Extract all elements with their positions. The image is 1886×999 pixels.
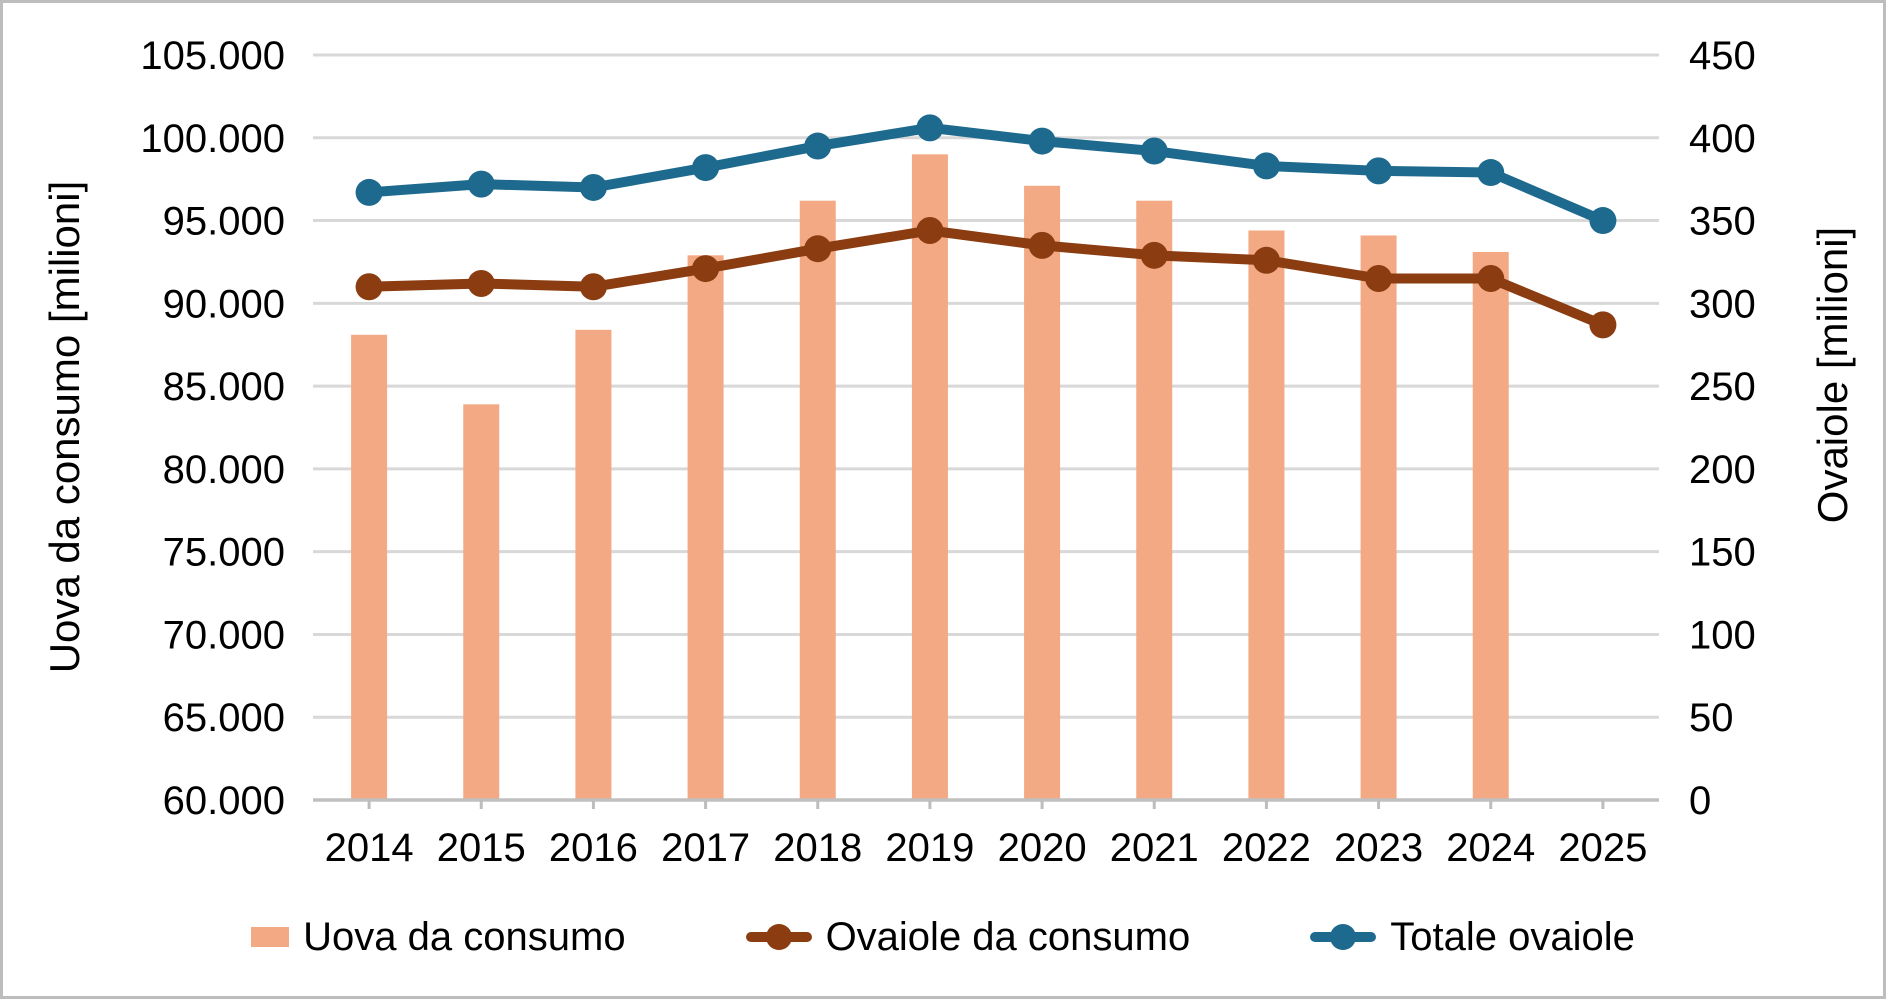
- point-ovaiole-da-consumo-2021: [1140, 241, 1168, 269]
- line-ovaiole-da-consumo: [364, 225, 1608, 330]
- point-totale-ovaiole-2018: [804, 132, 832, 160]
- bar-uova-da-consumo-2016: [575, 329, 612, 800]
- left-axis-tick-label: 70.000: [163, 613, 285, 657]
- right-axis-tick-label: 400: [1689, 117, 1756, 161]
- point-ovaiole-da-consumo-2014: [355, 273, 383, 301]
- x-axis-category-label: 2022: [1222, 826, 1311, 870]
- left-axis-tick-label: 95.000: [163, 200, 285, 244]
- legend-item-totale-ovaiole: Totale ovaiole: [1310, 915, 1635, 960]
- x-axis-category-label: 2024: [1446, 826, 1535, 870]
- point-ovaiole-da-consumo-2016: [579, 273, 607, 301]
- point-ovaiole-da-consumo-2017: [692, 255, 720, 283]
- bar-uova-da-consumo-2022: [1248, 230, 1285, 800]
- left-axis-tick-label: 75.000: [163, 531, 285, 575]
- x-axis-category-label: 2016: [549, 826, 638, 870]
- bar-uova-da-consumo-2017: [687, 255, 724, 801]
- x-axis-category-label: 2014: [325, 826, 414, 870]
- point-totale-ovaiole-2014: [355, 178, 383, 206]
- point-totale-ovaiole-2023: [1365, 157, 1393, 185]
- bar-uova-da-consumo-2018: [799, 200, 836, 800]
- right-axis-tick-label: 300: [1689, 282, 1756, 326]
- egg-chart-canvas: 105.000 450 100.000 400 95.000 350 90.000 300 85…: [41, 34, 1856, 870]
- point-totale-ovaiole-2016: [579, 173, 607, 201]
- point-totale-ovaiole-2021: [1140, 137, 1168, 165]
- chart-legend: Uova da consumo Ovaiole da consumo Total…: [3, 905, 1883, 969]
- x-axis-category-label: 2020: [998, 826, 1087, 870]
- legend-item-uova-da-consumo: Uova da consumo: [251, 914, 626, 960]
- line-dot-marker-icon: [745, 923, 812, 951]
- point-totale-ovaiole-2024: [1477, 159, 1505, 187]
- bar-uova-da-consumo-2014: [351, 334, 388, 800]
- x-axis-category-label: 2025: [1558, 826, 1647, 870]
- left-axis-tick-label: 100.000: [140, 117, 285, 161]
- left-axis-title: Uova da consumo [milioni]: [41, 181, 88, 674]
- x-axis-category-label: 2015: [437, 826, 526, 870]
- point-ovaiole-da-consumo-2024: [1477, 265, 1505, 292]
- point-ovaiole-da-consumo-2020: [1028, 231, 1056, 259]
- right-axis-tick-label: 250: [1689, 365, 1756, 409]
- bar-uova-da-consumo-2019: [911, 154, 948, 801]
- point-ovaiole-da-consumo-2025: [1589, 311, 1617, 339]
- left-axis-tick-label: 65.000: [163, 696, 285, 740]
- bar-uova-da-consumo-2024: [1472, 252, 1509, 800]
- right-axis-tick-label: 350: [1689, 200, 1756, 244]
- point-ovaiole-da-consumo-2015: [467, 269, 495, 297]
- left-axis-tick-label: 80.000: [163, 448, 285, 492]
- bar-uova-da-consumo-2023: [1360, 235, 1397, 800]
- bar-uova-da-consumo-2015: [463, 404, 500, 800]
- axis-layer: [313, 798, 1659, 809]
- axis-label-layer: 105.000 450 100.000 400 95.000 350 90.000 300 85…: [140, 34, 1755, 870]
- line-dot-marker-icon: [1310, 923, 1377, 951]
- legend-item-ovaiole-da-consumo: Ovaiole da consumo: [745, 914, 1191, 960]
- left-axis-tick-label: 105.000: [140, 34, 285, 78]
- bar-uova-da-consumo-2020: [1024, 185, 1061, 801]
- line-series-layer: [355, 114, 1617, 339]
- left-axis-tick-label: 60.000: [163, 779, 285, 823]
- right-axis-tick-label: 50: [1689, 696, 1734, 740]
- gridline-layer: [313, 53, 1659, 802]
- bar-swatch-icon: [251, 927, 290, 947]
- left-axis-tick-label: 90.000: [163, 282, 285, 326]
- point-totale-ovaiole-2017: [692, 154, 720, 182]
- bar-uova-da-consumo-2021: [1136, 200, 1173, 800]
- x-axis-category-label: 2017: [661, 826, 750, 870]
- x-axis-category-label: 2019: [885, 826, 974, 870]
- point-totale-ovaiole-2020: [1028, 127, 1056, 155]
- legend-label: Uova da consumo: [303, 914, 626, 959]
- x-axis-category-label: 2021: [1110, 826, 1199, 870]
- point-totale-ovaiole-2025: [1589, 207, 1617, 235]
- right-axis-tick-label: 150: [1689, 531, 1756, 575]
- x-axis-category-label: 2023: [1334, 826, 1423, 870]
- point-ovaiole-da-consumo-2018: [804, 235, 832, 263]
- right-axis-tick-label: 0: [1689, 779, 1711, 823]
- legend-label: Ovaiole da consumo: [825, 914, 1191, 959]
- right-axis-tick-label: 200: [1689, 448, 1756, 492]
- point-totale-ovaiole-2015: [467, 170, 495, 198]
- line-totale-ovaiole: [364, 122, 1608, 226]
- right-axis-title: Ovaiole [milioni]: [1809, 227, 1856, 523]
- point-ovaiole-da-consumo-2019: [916, 216, 944, 244]
- point-ovaiole-da-consumo-2023: [1365, 265, 1393, 292]
- x-axis-category-label: 2018: [773, 826, 862, 870]
- right-axis-tick-label: 100: [1689, 613, 1756, 657]
- bar-series-layer: [351, 154, 1509, 801]
- point-totale-ovaiole-2019: [916, 114, 944, 142]
- left-axis-tick-label: 85.000: [163, 365, 285, 409]
- right-axis-tick-label: 450: [1689, 34, 1756, 78]
- legend-label: Totale ovaiole: [1390, 914, 1635, 959]
- point-totale-ovaiole-2022: [1252, 152, 1280, 180]
- point-ovaiole-da-consumo-2022: [1252, 246, 1280, 274]
